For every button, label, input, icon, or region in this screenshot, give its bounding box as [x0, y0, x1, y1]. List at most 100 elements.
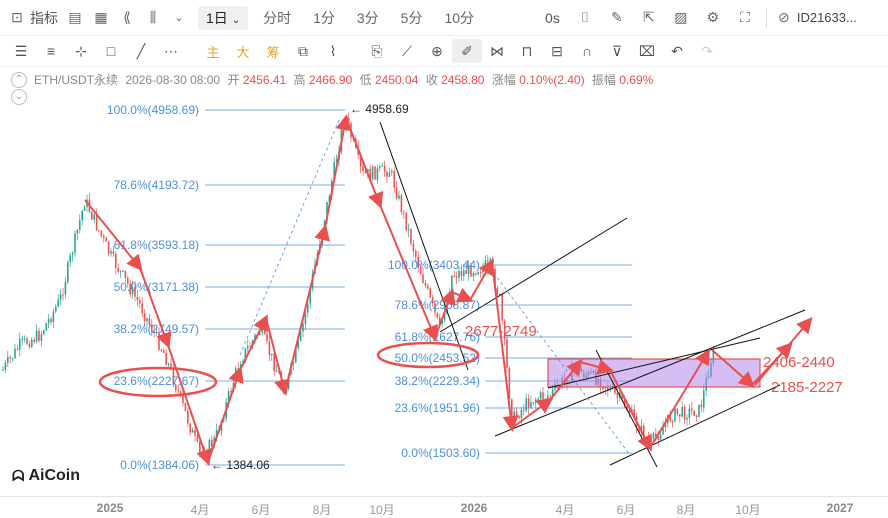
account-label[interactable]: ID21633... — [796, 10, 857, 25]
candle-body — [201, 452, 203, 454]
red-arrow — [239, 314, 268, 371]
candle-body — [153, 332, 155, 334]
indicator-button[interactable]: ⊡ 指标 — [0, 0, 62, 35]
lock-icon[interactable]: ⊓ — [521, 42, 533, 59]
magnet-icon[interactable]: ∩ — [581, 43, 593, 59]
candle-series — [2, 112, 715, 459]
period-dropdown[interactable]: 1日 ⌄ — [198, 5, 249, 30]
candle-body — [400, 195, 403, 213]
candle-body — [14, 348, 16, 359]
candle-body — [103, 235, 105, 238]
candle-body — [26, 338, 28, 344]
chevron-down-icon[interactable]: ⌄ — [174, 12, 184, 24]
menu-icon[interactable]: ≡ — [46, 43, 56, 59]
interval-0[interactable]: 分时 — [263, 9, 292, 26]
bookmark-icon[interactable]: ⎘ — [371, 42, 383, 59]
candle-body — [487, 260, 489, 262]
candle-body — [55, 306, 57, 312]
draw-pen-icon[interactable]: ✐ — [452, 39, 482, 63]
redo-icon[interactable]: ↷ — [701, 42, 713, 59]
candle-body — [170, 363, 172, 369]
x-tick-2: 6月 — [251, 503, 271, 517]
interval-3[interactable]: 5分 — [400, 9, 423, 26]
pen-icon[interactable]: ✎ — [610, 9, 623, 25]
red-arrow — [324, 114, 352, 229]
candle-body — [693, 410, 695, 416]
share-icon[interactable]: ⇱ — [642, 9, 655, 25]
visibility-icon[interactable]: ⋈ — [490, 42, 504, 59]
compare-icon[interactable]: ⧉ — [298, 42, 308, 59]
candle-body — [439, 317, 441, 324]
brush-icon[interactable]: ⌇ — [329, 42, 337, 59]
red-arrow — [469, 258, 495, 301]
account-icon[interactable]: ⊘ — [777, 9, 790, 25]
line-tool-icon[interactable]: ╱ — [136, 42, 146, 59]
candle-body — [74, 233, 76, 253]
candle-body — [275, 370, 278, 372]
fib-right-label: 100.0%(3403.44) — [388, 258, 480, 272]
open-label: 开 — [227, 73, 240, 87]
chart-icon[interactable]: ▨ — [674, 9, 688, 25]
chip-button[interactable]: 筹 — [266, 44, 280, 60]
more-icon[interactable]: ⋯ — [164, 42, 178, 59]
calendar-icon[interactable]: ▤ — [68, 9, 82, 25]
price-chart[interactable]: 100.0%(4958.69) 78.6%(4193.72) 61.8%(3593.… — [0, 68, 888, 518]
candle-body — [525, 398, 527, 411]
candle-body — [537, 398, 539, 400]
candle-body — [616, 392, 619, 398]
expand-icon[interactable]: ⌄ — [11, 89, 27, 105]
undo-icon[interactable]: ↶ — [671, 42, 683, 59]
peak-price-label: ← 4958.69 — [350, 102, 409, 116]
candle-body — [518, 415, 520, 419]
candle-body — [410, 229, 412, 244]
candle-body — [523, 409, 525, 411]
candle-body — [441, 320, 443, 324]
ruler-icon[interactable]: ⟋ — [402, 42, 412, 59]
candle-body — [424, 283, 427, 286]
fib-left-label: 100.0%(4958.69) — [107, 103, 199, 117]
candle-body — [83, 207, 86, 211]
collapse-icon[interactable]: ⌃ — [11, 72, 27, 88]
candle-body — [57, 299, 59, 307]
candle-body — [297, 341, 299, 349]
settings-icon[interactable]: ⚙ — [706, 9, 720, 25]
red-arrow — [345, 117, 384, 209]
edit-doc-icon[interactable]: ⊟ — [551, 42, 563, 59]
crosshair-icon[interactable]: ⊹ — [75, 42, 87, 59]
candle-body — [535, 399, 537, 403]
red-arrow — [491, 261, 519, 432]
candle-body — [427, 285, 429, 289]
interval-2[interactable]: 3分 — [356, 9, 379, 26]
zoom-icon[interactable]: ⊕ — [431, 42, 443, 59]
camera-icon[interactable]: ⌷ — [580, 9, 590, 25]
fullscreen-icon[interactable]: ⛶ — [739, 9, 750, 25]
candle-body — [703, 390, 705, 408]
candle-body — [124, 270, 127, 278]
main-indicator-button[interactable]: 主 — [206, 44, 220, 60]
fib-right-label: 50.0%(2453.52) — [395, 351, 480, 365]
candle-body — [227, 391, 230, 402]
candle-body — [381, 165, 383, 167]
candle-body — [652, 433, 655, 439]
rewind-icon[interactable]: ⟪ — [123, 9, 131, 25]
candle-body — [131, 287, 134, 295]
red-arrow — [434, 288, 456, 339]
candle-type-icon[interactable]: ⫼ — [149, 9, 157, 25]
interval-4[interactable]: 10分 — [444, 9, 475, 26]
candle-body — [189, 423, 191, 433]
filter-icon[interactable]: ⊽ — [611, 42, 623, 59]
big-order-button[interactable]: 大 — [236, 44, 250, 60]
candle-body — [472, 273, 475, 277]
candle-body — [98, 230, 100, 232]
drawing-toolbar: ☰ ≡ ⊹ □ ╱ ⋯ 主 大 筹 ⧉ ⌇ ⎘ ⟋ ⊕ ✐ ⋈ ⊓ ⊟ ∩ ⊽ … — [0, 36, 888, 67]
candle-body — [199, 440, 201, 453]
trash-icon[interactable]: ⌧ — [638, 42, 656, 59]
rectangle-icon[interactable]: □ — [106, 43, 116, 59]
interval-1[interactable]: 1分 — [313, 9, 335, 26]
candle-body — [45, 323, 47, 331]
fib-left-label: 78.6%(4193.72) — [114, 178, 199, 192]
x-tick-1: 4月 — [190, 503, 210, 517]
candle-body — [11, 358, 14, 360]
horizontal-lines-icon[interactable]: ☰ — [14, 42, 28, 59]
layout-icon[interactable]: ▦ — [94, 9, 108, 25]
